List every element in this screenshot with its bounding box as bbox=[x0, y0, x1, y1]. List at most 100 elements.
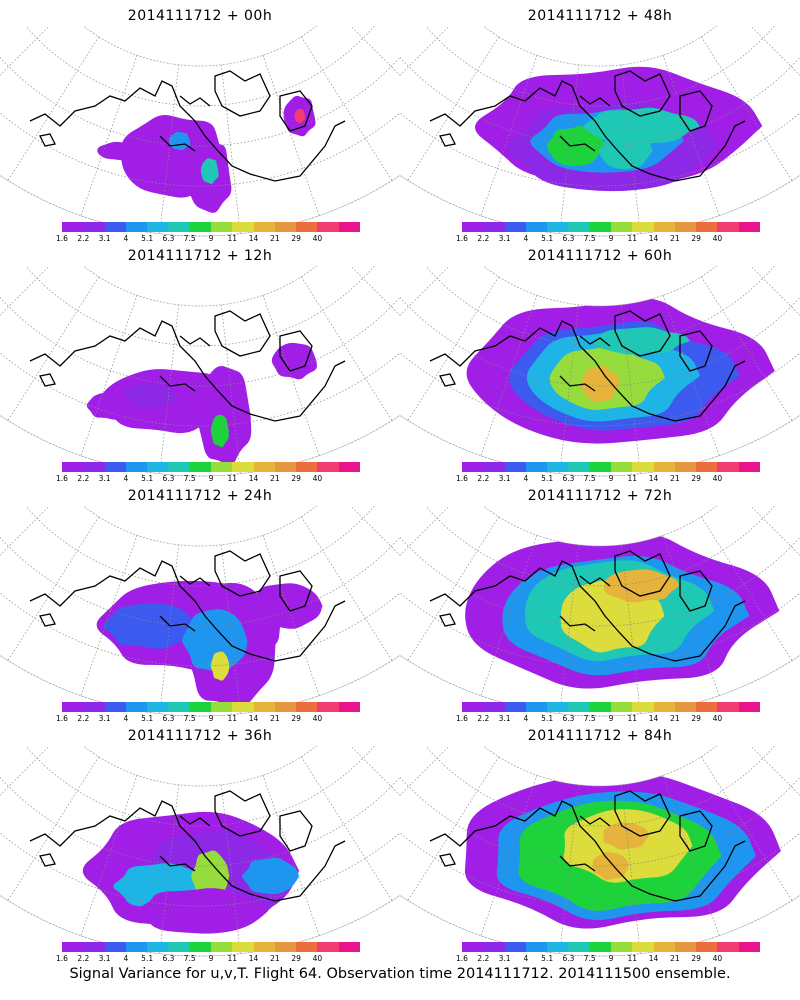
colorbar bbox=[462, 942, 760, 952]
graticule bbox=[0, 746, 400, 957]
longitude-line bbox=[662, 55, 720, 216]
colorbar-tick-label: 3.1 bbox=[98, 714, 111, 723]
longitude-line bbox=[301, 756, 393, 901]
colorbar-tick-label: 5.1 bbox=[541, 234, 554, 243]
colorbar-swatch bbox=[62, 462, 84, 472]
coastline-segment bbox=[439, 373, 456, 387]
graticule bbox=[0, 266, 400, 477]
longitude-line bbox=[220, 304, 241, 474]
longitude-line bbox=[220, 64, 241, 234]
colorbar-tick-label: 11 bbox=[627, 954, 638, 963]
longitude-line bbox=[80, 775, 138, 936]
coastline-segment bbox=[214, 550, 271, 597]
coastline bbox=[429, 550, 746, 662]
colorbar-tick-label: 21 bbox=[670, 234, 680, 243]
colorbar-swatch bbox=[232, 702, 254, 712]
longitude-line bbox=[480, 55, 538, 216]
longitude-line bbox=[662, 535, 720, 696]
longitude-line bbox=[620, 784, 641, 954]
latitude-line bbox=[0, 894, 400, 957]
colorbar bbox=[62, 222, 360, 232]
coastline-segment bbox=[159, 375, 196, 392]
colorbar-tick-label: 14 bbox=[248, 474, 259, 483]
colorbar-tick-label: 14 bbox=[648, 234, 659, 243]
forecast-panel: 2014111712 + 72h 1.6 2.2 3.1 4 5.1 6.3 7.5 9 11 14… bbox=[400, 480, 800, 723]
forecast-panel: 2014111712 + 48h 1.6 2.2 3.1 4 5.1 6.3 7.5 9 11 14… bbox=[400, 0, 800, 243]
colorbar-swatch bbox=[589, 702, 611, 712]
coastline-segment bbox=[429, 320, 746, 422]
longitude-line bbox=[559, 784, 580, 954]
colorbar-swatch bbox=[525, 462, 548, 472]
longitude-line bbox=[7, 516, 99, 661]
colorbar-tick-label: 6.3 bbox=[562, 234, 575, 243]
panel-title: 2014111712 + 48h bbox=[527, 8, 673, 24]
colorbar-tick-label: 29 bbox=[291, 954, 301, 963]
colorbar-tick-label: 9 bbox=[608, 474, 614, 483]
colorbar-swatch bbox=[253, 222, 275, 232]
colorbar-swatch bbox=[296, 702, 318, 712]
colorbar-tick-label: 4 bbox=[523, 234, 529, 243]
colorbar-swatch bbox=[253, 462, 275, 472]
latitude-line bbox=[400, 654, 800, 717]
colorbar-tick-label: 1.6 bbox=[456, 474, 468, 483]
colorbar-tick-label: 7.5 bbox=[583, 234, 596, 243]
forecast-panel: 2014111712 + 36h 1.6 2.2 3.1 4 5.1 6.3 7.5 9 11 14… bbox=[0, 720, 400, 963]
longitude-line bbox=[761, 506, 800, 547]
colorbar-swatch bbox=[125, 702, 148, 712]
coastline-segment bbox=[159, 855, 196, 872]
colorbar-swatch bbox=[589, 942, 611, 952]
colorbar-swatch bbox=[525, 702, 548, 712]
colorbar-swatch bbox=[317, 222, 339, 232]
latitude-line bbox=[82, 506, 318, 547]
longitude-line bbox=[159, 784, 180, 954]
forecast-panel: 2014111712 + 24h 1.6 2.2 3.1 4 5.1 6.3 7.5 9 11 14… bbox=[0, 480, 400, 723]
polar-map bbox=[0, 26, 400, 237]
colorbar-tick-label: 21 bbox=[270, 474, 280, 483]
colorbar-swatch bbox=[653, 702, 675, 712]
colorbar-tick-label: 7.5 bbox=[583, 954, 596, 963]
colorbar-tick-label: 11 bbox=[227, 234, 238, 243]
latitude-line bbox=[82, 26, 318, 67]
longitude-line bbox=[0, 746, 39, 787]
longitude-line bbox=[701, 756, 793, 901]
colorbar-swatch bbox=[632, 702, 654, 712]
latitude-line bbox=[425, 26, 775, 107]
latitude-line bbox=[400, 56, 800, 147]
coastline-segment bbox=[279, 330, 313, 372]
colorbar-swatch bbox=[632, 222, 654, 232]
colorbar-tick-label: 21 bbox=[270, 714, 280, 723]
latitude-line bbox=[425, 746, 775, 827]
longitude-line bbox=[262, 775, 320, 936]
colorbar-tick-label: 1.6 bbox=[456, 234, 468, 243]
panel-title: 2014111712 + 60h bbox=[527, 248, 673, 264]
colorbar-ticks: 1.6 2.2 3.1 4 5.1 6.3 7.5 9 11 14 21 29 40 bbox=[456, 714, 760, 724]
coastline-segment bbox=[614, 70, 671, 117]
longitude-line bbox=[620, 544, 641, 714]
variance-contour-region bbox=[197, 366, 252, 467]
longitude-line bbox=[662, 295, 720, 456]
colorbar-swatch bbox=[296, 462, 318, 472]
latitude-line bbox=[82, 266, 318, 307]
longitude-line bbox=[761, 26, 800, 67]
variance-contour-region bbox=[103, 603, 196, 649]
coastline-segment bbox=[559, 135, 596, 152]
colorbar-swatch bbox=[125, 222, 148, 232]
panel-title: 2014111712 + 84h bbox=[527, 728, 673, 744]
longitude-line bbox=[400, 506, 439, 547]
graticule bbox=[400, 266, 800, 477]
colorbar-tick-label: 40 bbox=[712, 234, 723, 243]
colorbar-tick-label: 5.1 bbox=[141, 714, 154, 723]
longitude-line bbox=[301, 276, 393, 421]
coastline-segment bbox=[429, 80, 746, 182]
coastline-segment bbox=[679, 330, 713, 372]
longitude-line bbox=[407, 36, 499, 181]
colorbar-swatch bbox=[104, 942, 126, 952]
colorbar-tick-label: 9 bbox=[208, 954, 214, 963]
coastline bbox=[29, 550, 346, 662]
colorbar-swatch bbox=[189, 702, 211, 712]
longitude-line bbox=[480, 535, 538, 696]
colorbar-swatch bbox=[168, 222, 190, 232]
coastline-segment bbox=[214, 790, 271, 837]
colorbar-tick-label: 2.2 bbox=[477, 474, 490, 483]
colorbar-swatch bbox=[462, 462, 484, 472]
